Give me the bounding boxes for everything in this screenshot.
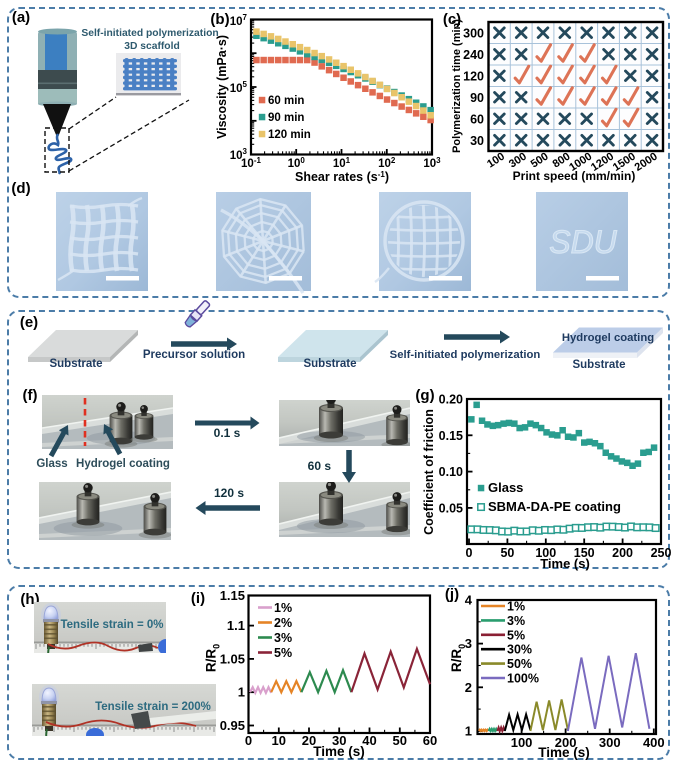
svg-text:Coefficient of friction: Coefficient of friction (422, 409, 436, 535)
svg-text:Precursor solution: Precursor solution (143, 349, 245, 361)
svg-text:(i): (i) (191, 590, 205, 607)
svg-text:500: 500 (529, 150, 551, 170)
svg-text:Shear rates (s-1): Shear rates (s-1) (295, 170, 389, 184)
svg-text:300: 300 (599, 735, 621, 750)
svg-text:(a): (a) (12, 9, 30, 26)
svg-text:(j): (j) (445, 586, 459, 603)
svg-text:1.15: 1.15 (220, 588, 245, 603)
svg-text:200: 200 (612, 546, 633, 560)
svg-text:Tensile strain = 200%: Tensile strain = 200% (95, 701, 211, 713)
svg-text:Print speed (mm/min): Print speed (mm/min) (513, 169, 636, 183)
svg-text:Substrate: Substrate (572, 359, 625, 371)
svg-text:Substrate: Substrate (49, 358, 102, 370)
svg-text:240: 240 (463, 48, 484, 62)
svg-text:SDU: SDU (549, 224, 617, 260)
svg-text:Tensile strain = 0%: Tensile strain = 0% (60, 619, 163, 631)
svg-text:(g): (g) (415, 387, 434, 404)
svg-text:40: 40 (362, 733, 376, 748)
svg-text:30: 30 (332, 733, 346, 748)
svg-text:100%: 100% (507, 672, 539, 686)
svg-text:101: 101 (333, 156, 351, 170)
svg-text:50%: 50% (507, 657, 532, 671)
svg-text:1.1: 1.1 (227, 618, 245, 633)
svg-text:1%: 1% (507, 600, 525, 614)
svg-text:10-1: 10-1 (241, 156, 261, 170)
svg-text:60: 60 (470, 112, 484, 126)
svg-text:1%: 1% (274, 601, 292, 615)
svg-text:Self-initiated polymerization: Self-initiated polymerization (81, 28, 218, 39)
svg-text:150: 150 (574, 546, 595, 560)
svg-text:3D scaffold: 3D scaffold (124, 41, 180, 52)
svg-text:4: 4 (465, 593, 473, 608)
svg-text:400: 400 (643, 735, 665, 750)
svg-text:20: 20 (302, 733, 316, 748)
svg-text:2: 2 (465, 680, 472, 695)
svg-text:Time (s): Time (s) (313, 744, 365, 759)
svg-text:120 s: 120 s (214, 486, 244, 500)
svg-text:0.1 s: 0.1 s (214, 426, 241, 440)
svg-text:3: 3 (465, 636, 472, 651)
svg-text:R/R0: R/R0 (204, 644, 222, 672)
svg-text:50: 50 (500, 546, 514, 560)
svg-text:R/R0: R/R0 (449, 644, 467, 672)
svg-text:Self-initiated polymerization: Self-initiated polymerization (390, 349, 541, 361)
svg-text:Hydrogel coating: Hydrogel coating (562, 332, 654, 344)
svg-text:5%: 5% (507, 628, 525, 642)
svg-text:0.15: 0.15 (439, 429, 463, 443)
svg-text:2000: 2000 (633, 150, 660, 173)
svg-text:200: 200 (555, 735, 577, 750)
svg-text:(c): (c) (443, 11, 461, 28)
svg-text:0.05: 0.05 (439, 501, 463, 515)
svg-text:Polymerization time (min): Polymerization time (min) (451, 19, 463, 153)
svg-text:50: 50 (393, 733, 407, 748)
svg-text:Viscosity (mPa·s): Viscosity (mPa·s) (215, 35, 229, 139)
svg-text:Glass: Glass (36, 458, 67, 470)
svg-text:60: 60 (423, 733, 437, 748)
svg-text:1.05: 1.05 (220, 651, 245, 666)
svg-text:0.10: 0.10 (439, 465, 463, 479)
svg-text:SBMA-DA-PE coating: SBMA-DA-PE coating (488, 499, 621, 514)
svg-text:100: 100 (288, 156, 306, 170)
svg-text:100: 100 (535, 546, 556, 560)
svg-text:102: 102 (378, 156, 396, 170)
svg-text:0: 0 (245, 733, 252, 748)
svg-text:60 min: 60 min (268, 95, 304, 107)
svg-text:60 s: 60 s (308, 459, 332, 473)
svg-text:(e): (e) (20, 314, 38, 331)
svg-text:Substrate: Substrate (303, 358, 356, 370)
svg-text:120 min: 120 min (268, 129, 311, 141)
svg-text:1: 1 (238, 685, 245, 700)
svg-text:300: 300 (463, 26, 484, 40)
svg-text:107: 107 (230, 13, 248, 28)
svg-text:Hydrogel coating: Hydrogel coating (76, 458, 170, 470)
svg-text:103: 103 (423, 156, 441, 170)
svg-text:120: 120 (463, 69, 484, 83)
svg-text:30%: 30% (507, 643, 532, 657)
svg-text:Glass: Glass (488, 480, 523, 495)
svg-text:100: 100 (485, 150, 507, 170)
svg-text:(b): (b) (210, 11, 229, 28)
svg-text:300: 300 (507, 150, 529, 170)
svg-text:90: 90 (470, 91, 484, 105)
svg-text:105: 105 (230, 80, 248, 95)
svg-text:(d): (d) (11, 180, 30, 197)
svg-text:Time (s): Time (s) (540, 556, 590, 571)
svg-text:3%: 3% (507, 614, 525, 628)
svg-text:Time (s): Time (s) (538, 745, 590, 760)
svg-text:0.95: 0.95 (220, 718, 245, 733)
svg-text:90 min: 90 min (268, 112, 304, 124)
svg-text:5%: 5% (274, 646, 292, 660)
svg-text:1: 1 (465, 724, 472, 739)
svg-text:100: 100 (511, 735, 533, 750)
svg-text:0: 0 (466, 546, 473, 560)
svg-text:250: 250 (651, 546, 672, 560)
svg-text:(f): (f) (23, 387, 38, 404)
svg-text:2%: 2% (274, 616, 292, 630)
svg-text:30: 30 (470, 134, 484, 148)
svg-text:0.20: 0.20 (439, 393, 463, 407)
svg-text:3%: 3% (274, 631, 292, 645)
svg-text:10: 10 (272, 733, 286, 748)
